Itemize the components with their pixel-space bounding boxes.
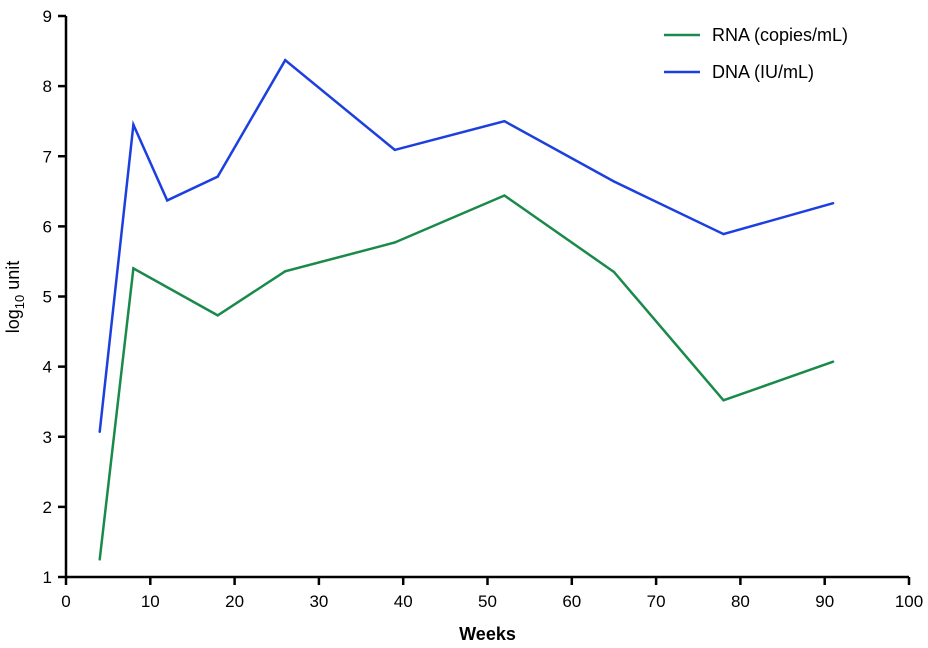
legend-label-rna: RNA (copies/mL) [712,25,848,45]
x-tick-label: 60 [562,592,581,611]
data-point-rna [98,558,101,561]
data-point-dna [132,123,135,126]
data-point-dna [612,180,616,183]
data-point-dna [722,232,725,236]
data-point-dna [393,148,396,152]
y-tick-label: 9 [43,7,52,26]
x-tick-label: 10 [141,592,160,611]
ticks: 0 10 20 30 40 50 60 70 80 90 100 1 2 3 4 5 6 7 8 9 [43,7,924,611]
x-tick-label: 90 [815,592,834,611]
legend-label-dna: DNA (IU/mL) [712,62,814,82]
y-tick-label: 3 [43,428,52,447]
y-axis-title-rest: unit [3,261,23,295]
x-tick-label: 20 [225,592,244,611]
data-point-dna [216,175,219,178]
y-tick-label: 5 [43,288,52,307]
series-line-rna [98,194,834,560]
data-point-rna [612,270,616,274]
x-tick-label: 40 [394,592,413,611]
y-axis-title-base: log [3,309,23,333]
data-point-dna [503,119,506,123]
y-tick-label: 8 [43,77,52,96]
y-tick-label: 6 [43,217,52,236]
x-tick-label: 0 [61,592,70,611]
data-point-dna [831,202,835,205]
y-tick-label: 4 [43,358,52,377]
y-tick-label: 7 [43,147,52,166]
series-line-dna [98,58,834,432]
data-point-rna [503,194,506,197]
y-tick-label: 1 [43,568,52,587]
data-point-dna [283,58,287,62]
data-point-rna [393,241,396,244]
x-tick-label: 70 [647,592,666,611]
data-point-rna [831,360,835,363]
x-tick-label: 50 [478,592,497,611]
data-point-dna [98,430,101,434]
data-point-rna [283,270,287,273]
y-axis-title-subscript: 10 [12,295,27,309]
data-point-dna [165,199,169,202]
x-axis-title: Weeks [459,624,516,644]
x-tick-label: 30 [309,592,328,611]
y-tick-label: 2 [43,498,52,517]
x-tick-label: 80 [731,592,750,611]
axes [64,16,909,579]
y-axis-title: log10 unit [3,261,27,334]
data-point-rna [722,399,725,402]
series-lines [98,58,835,561]
data-point-rna [216,314,219,317]
legend: RNA (copies/mL) DNA (IU/mL) [664,25,848,82]
x-tick-label: 100 [895,592,923,611]
data-point-rna [132,267,135,270]
